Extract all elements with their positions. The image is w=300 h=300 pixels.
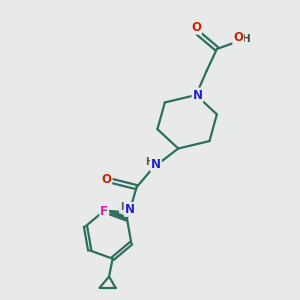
Text: N: N (151, 158, 161, 171)
Text: N: N (125, 203, 135, 216)
Text: O: O (191, 21, 201, 34)
Text: N: N (193, 88, 202, 101)
Text: H: H (242, 34, 250, 44)
Text: H: H (120, 202, 128, 212)
Text: H: H (145, 157, 154, 167)
Text: F: F (100, 205, 108, 218)
Text: O: O (233, 32, 243, 44)
Text: O: O (101, 173, 111, 186)
